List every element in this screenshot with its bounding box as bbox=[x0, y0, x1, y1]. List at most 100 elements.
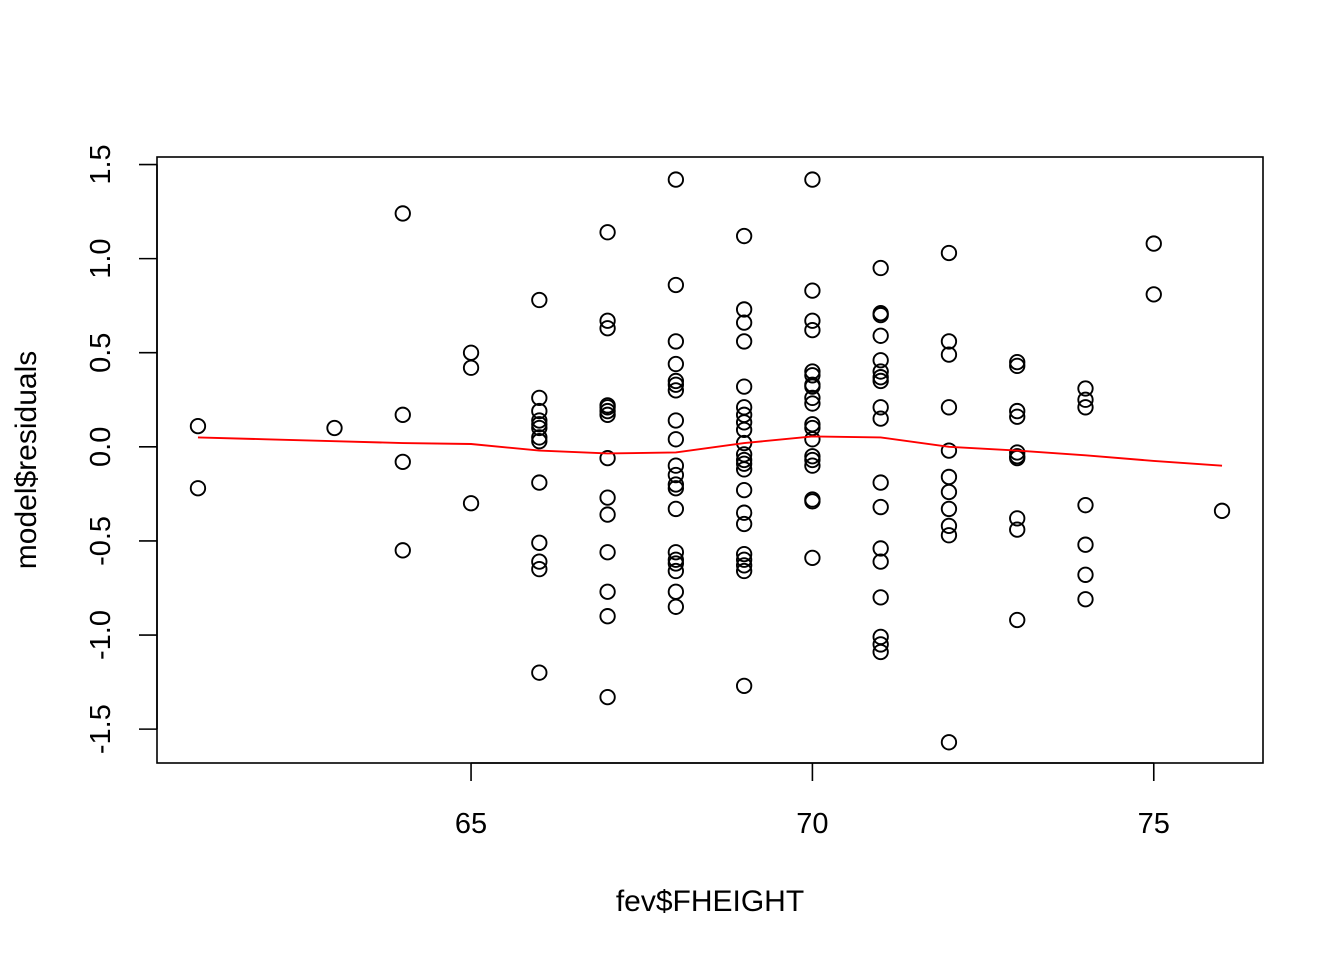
y-tick-label: -0.5 bbox=[85, 516, 117, 566]
data-point bbox=[667, 431, 685, 448]
data-point bbox=[804, 431, 821, 448]
data-point bbox=[531, 389, 548, 407]
data-point bbox=[940, 734, 958, 751]
data-point bbox=[735, 545, 753, 563]
data-point bbox=[531, 433, 548, 450]
data-point bbox=[872, 498, 889, 516]
x-tick-label: 70 bbox=[796, 808, 828, 840]
data-point bbox=[599, 406, 616, 423]
data-point bbox=[1009, 402, 1026, 420]
data-point bbox=[940, 468, 958, 486]
data-point bbox=[872, 259, 889, 277]
data-point bbox=[599, 544, 616, 561]
data-point bbox=[735, 677, 753, 694]
data-point bbox=[872, 474, 889, 491]
data-point bbox=[1077, 536, 1094, 553]
data-point bbox=[804, 389, 821, 407]
data-point bbox=[804, 321, 821, 339]
data-point bbox=[735, 378, 753, 395]
data-point bbox=[940, 483, 958, 501]
data-point bbox=[667, 171, 685, 188]
data-point bbox=[872, 363, 889, 380]
data-point bbox=[1009, 510, 1026, 527]
data-point bbox=[667, 412, 685, 429]
data-point bbox=[599, 608, 616, 625]
data-point bbox=[804, 367, 821, 384]
data-point bbox=[872, 636, 889, 653]
data-point bbox=[667, 382, 685, 399]
data-point bbox=[940, 527, 958, 544]
y-axis-label: model$residuals bbox=[10, 351, 43, 569]
data-point bbox=[599, 449, 616, 467]
data-point bbox=[804, 171, 821, 188]
data-point bbox=[667, 355, 685, 373]
data-point bbox=[1009, 611, 1026, 629]
data-point bbox=[1145, 286, 1162, 303]
y-tick-label: 1.5 bbox=[85, 144, 117, 184]
data-point bbox=[599, 320, 616, 337]
data-point bbox=[804, 312, 821, 329]
data-point bbox=[1145, 235, 1162, 252]
data-point bbox=[1077, 566, 1094, 583]
data-point bbox=[1077, 380, 1094, 397]
data-point bbox=[735, 227, 753, 245]
data-point bbox=[1009, 521, 1026, 538]
data-point bbox=[940, 442, 958, 459]
data-point bbox=[667, 376, 685, 393]
data-point bbox=[667, 583, 685, 600]
data-point bbox=[735, 333, 753, 350]
data-point bbox=[872, 352, 889, 369]
y-tick-label: 0.0 bbox=[85, 427, 117, 467]
data-point bbox=[804, 395, 821, 412]
data-point bbox=[735, 314, 753, 331]
data-point bbox=[1213, 502, 1231, 519]
y-tick-label: -1.5 bbox=[85, 704, 117, 754]
data-point bbox=[804, 451, 821, 469]
data-point bbox=[394, 406, 411, 423]
data-point bbox=[394, 453, 411, 471]
y-tick-label: 0.5 bbox=[85, 333, 117, 373]
data-point bbox=[1009, 357, 1026, 375]
data-point bbox=[735, 504, 753, 521]
data-point bbox=[940, 333, 958, 350]
data-point bbox=[804, 282, 821, 299]
data-point bbox=[667, 500, 685, 518]
data-point bbox=[872, 553, 889, 570]
data-point bbox=[667, 598, 685, 615]
data-point bbox=[872, 643, 889, 661]
data-point bbox=[189, 417, 207, 435]
data-point bbox=[735, 551, 753, 568]
data-point bbox=[940, 517, 958, 535]
data-point bbox=[1077, 497, 1094, 514]
data-point bbox=[872, 410, 889, 427]
data-point bbox=[667, 562, 685, 580]
data-point bbox=[940, 244, 958, 262]
data-point bbox=[872, 372, 889, 390]
y-tick-label: -1.0 bbox=[85, 610, 117, 660]
x-tick-label: 75 bbox=[1138, 808, 1170, 840]
data-point bbox=[531, 553, 548, 570]
data-point bbox=[599, 688, 616, 706]
data-point bbox=[1009, 408, 1026, 425]
lines-layer bbox=[197, 435, 1223, 467]
data-point bbox=[462, 495, 480, 512]
data-point bbox=[599, 506, 616, 523]
data-point bbox=[735, 455, 753, 472]
x-axis: 65 70 75 bbox=[455, 762, 1170, 840]
data-point bbox=[940, 500, 958, 518]
data-point bbox=[394, 542, 411, 559]
data-point bbox=[667, 457, 685, 474]
data-point bbox=[872, 399, 889, 416]
data-point bbox=[189, 480, 207, 497]
data-point bbox=[735, 481, 753, 499]
data-point bbox=[599, 224, 616, 241]
data-point bbox=[531, 561, 548, 578]
data-point bbox=[531, 291, 548, 309]
data-point bbox=[667, 480, 685, 497]
plot-frame bbox=[156, 156, 1264, 764]
data-point bbox=[531, 664, 548, 681]
data-point bbox=[531, 534, 548, 551]
data-point bbox=[531, 402, 548, 420]
data-point bbox=[735, 421, 753, 439]
